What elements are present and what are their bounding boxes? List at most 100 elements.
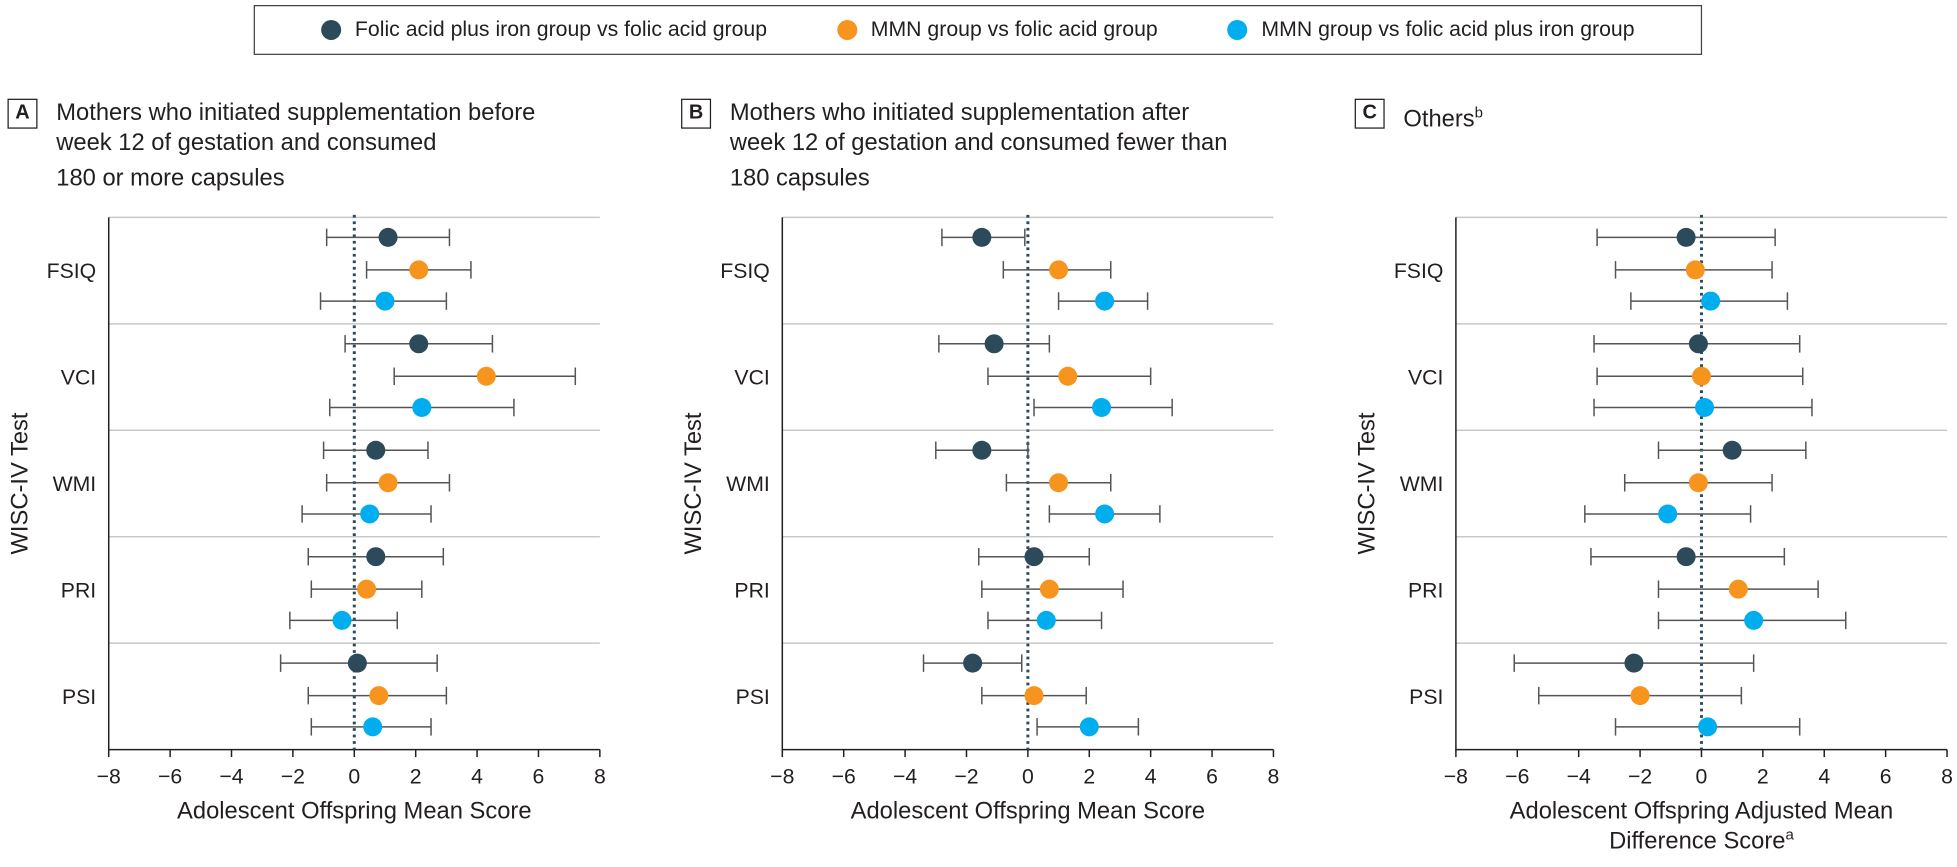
x-tick-label: 6: [533, 764, 545, 788]
x-tick-label: −6: [1505, 764, 1529, 788]
x-tick-label: −4: [1567, 764, 1591, 788]
point-series1-pri: [1024, 547, 1044, 567]
legend-item-series1: Folic acid plus iron group vs folic acid…: [321, 17, 767, 42]
point-series1-fsiq: [1676, 227, 1696, 247]
panel-a-title-text: Mothers who initiated supplementation be…: [56, 99, 536, 192]
point-series2-fsiq: [409, 260, 429, 280]
panel-a-letter: A: [7, 98, 38, 129]
legend-marker-series2: [837, 19, 858, 40]
legend-marker-series3: [1227, 19, 1248, 40]
point-series3-pri: [332, 610, 352, 630]
x-axis-label: Adolescent Offspring Mean Score: [851, 798, 1206, 824]
point-series1-psi: [1624, 653, 1644, 673]
legend-label-series2: MMN group vs folic acid group: [870, 17, 1158, 42]
point-series2-vci: [476, 366, 496, 386]
category-label-pri: PRI: [1408, 578, 1443, 602]
point-series2-fsiq: [1685, 260, 1705, 280]
category-label-vci: VCI: [1408, 366, 1443, 390]
point-series3-wmi: [1658, 504, 1678, 524]
x-tick-label: 0: [1696, 764, 1708, 788]
point-series2-wmi: [1049, 473, 1069, 493]
x-tick-label: 8: [1268, 764, 1280, 788]
x-tick-label: −6: [158, 764, 182, 788]
x-tick-label: 4: [471, 764, 483, 788]
category-label-fsiq: FSIQ: [1394, 259, 1444, 283]
point-series1-wmi: [366, 440, 386, 460]
point-series2-wmi: [378, 473, 398, 493]
point-series3-pri: [1744, 610, 1764, 630]
x-tick-label: −2: [954, 764, 978, 788]
category-label-psi: PSI: [1409, 685, 1443, 709]
point-series1-pri: [366, 547, 386, 567]
x-tick-label: 8: [594, 764, 606, 788]
x-tick-label: 6: [1880, 764, 1892, 788]
x-tick-label: −4: [893, 764, 917, 788]
point-series1-vci: [409, 334, 429, 354]
x-tick-label: 2: [410, 764, 422, 788]
category-label-pri: PRI: [734, 578, 769, 602]
x-tick-label: 0: [348, 764, 360, 788]
point-series3-vci: [1092, 398, 1112, 418]
plot-panel-c: −8 −6 −4 −2 0 2 4 6 8 FSIQ VCI WMI PRI PSI WISC-IV Tes…: [1355, 214, 1953, 854]
point-series1-pri: [1676, 547, 1696, 567]
point-series1-psi: [963, 653, 983, 673]
category-label-pri: PRI: [61, 578, 96, 602]
point-series1-wmi: [1722, 440, 1742, 460]
x-axis-label-sup: a: [1785, 827, 1794, 844]
point-series3-psi: [363, 717, 383, 737]
y-axis-label: WISC-IV Test: [7, 412, 33, 554]
x-tick-label: −4: [219, 764, 243, 788]
panel-a-title: Mothers who initiated supplementation be…: [56, 99, 535, 194]
point-series1-vci: [1688, 334, 1708, 354]
category-label-psi: PSI: [736, 685, 770, 709]
x-tick-label: −8: [1444, 764, 1468, 788]
legend-item-series2: MMN group vs folic acid group: [837, 17, 1158, 42]
y-axis-label: WISC-IV Test: [1355, 412, 1381, 554]
y-axis-label: WISC-IV Test: [681, 412, 707, 554]
panel-c-title: Othersb: [1403, 99, 1483, 135]
plot-panel-b: −8 −6 −4 −2 0 2 4 6 8 FSIQ VCI WMI PRI PSI WISC-IV Tes…: [681, 214, 1280, 824]
point-series2-vci: [1058, 366, 1078, 386]
x-tick-label: −2: [1628, 764, 1652, 788]
point-series2-pri: [1039, 579, 1059, 599]
point-series2-pri: [357, 579, 377, 599]
x-tick-label: 4: [1145, 764, 1157, 788]
point-series3-fsiq: [375, 291, 395, 311]
panel-c-title-text: Others: [1403, 106, 1475, 133]
category-label-wmi: WMI: [1400, 472, 1444, 496]
plot-panel-a: −8 −6 −4 −2 0 2 4 6 8 FSIQ VCI WMI PRI PSI WISC-IV Tes…: [7, 214, 606, 824]
panel-b-title-text: Mothers who initiated supplementation af…: [729, 99, 1228, 192]
x-tick-label: −8: [97, 764, 121, 788]
point-series3-vci: [412, 398, 432, 418]
point-series1-psi: [347, 653, 367, 673]
x-tick-label: −6: [832, 764, 856, 788]
x-tick-label: 0: [1022, 764, 1034, 788]
point-series3-wmi: [360, 504, 380, 524]
x-tick-label: 4: [1818, 764, 1830, 788]
legend-marker-series1: [321, 19, 342, 40]
category-label-wmi: WMI: [53, 472, 97, 496]
panel-b-letter: B: [681, 98, 712, 129]
point-series1-wmi: [972, 440, 992, 460]
panel-b-title: Mothers who initiated supplementation af…: [730, 99, 1228, 194]
panel-c-title-sup: b: [1474, 103, 1484, 122]
point-series3-pri: [1036, 610, 1056, 630]
point-series2-psi: [1630, 686, 1650, 706]
x-tick-label: −2: [281, 764, 305, 788]
category-label-fsiq: FSIQ: [720, 259, 770, 283]
point-series2-psi: [1024, 686, 1044, 706]
panel-c-letter: C: [1354, 98, 1385, 129]
point-series2-fsiq: [1049, 260, 1069, 280]
x-tick-label: −8: [770, 764, 794, 788]
point-series2-vci: [1691, 366, 1711, 386]
x-axis-label: Adolescent Offspring Adjusted Mean: [1510, 798, 1894, 824]
point-series3-fsiq: [1701, 291, 1721, 311]
x-tick-label: 2: [1083, 764, 1095, 788]
category-label-fsiq: FSIQ: [47, 259, 97, 283]
point-series3-psi: [1079, 717, 1099, 737]
x-tick-label: 2: [1757, 764, 1769, 788]
point-series3-fsiq: [1095, 291, 1115, 311]
point-series1-vci: [984, 334, 1004, 354]
